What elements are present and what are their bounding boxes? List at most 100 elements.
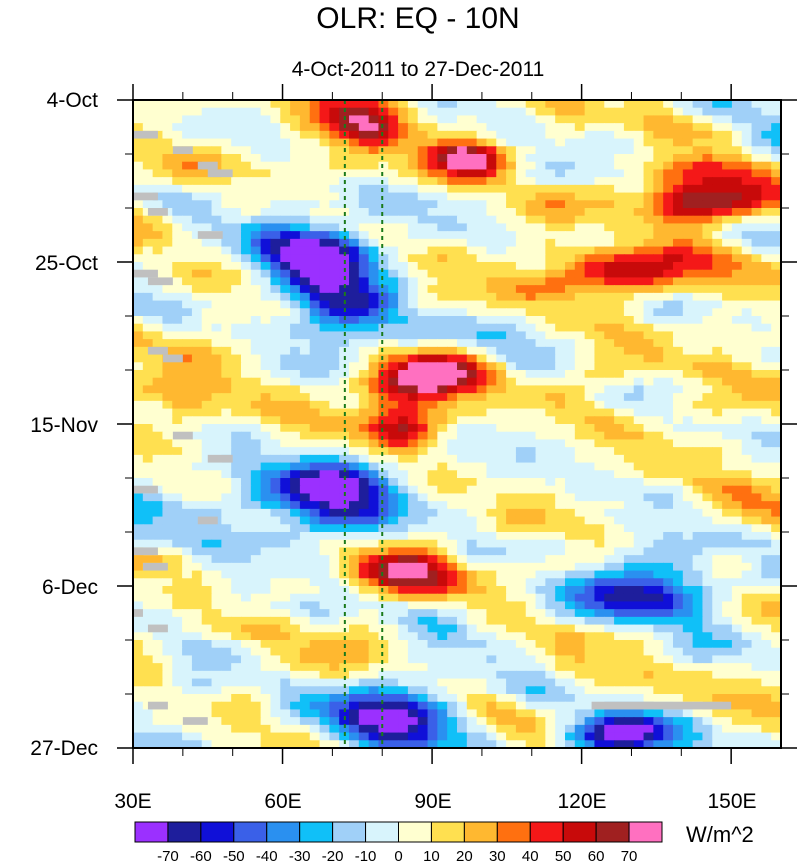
field-cell bbox=[545, 640, 556, 649]
field-cell bbox=[290, 269, 301, 279]
field-cell bbox=[172, 532, 183, 541]
field-cell bbox=[653, 462, 664, 471]
field-cell bbox=[565, 231, 576, 240]
field-cell bbox=[329, 123, 340, 132]
field-cell bbox=[496, 462, 507, 471]
field-cell bbox=[457, 354, 468, 363]
field-cell bbox=[329, 316, 340, 325]
field-cell bbox=[761, 339, 772, 348]
field-cell bbox=[221, 385, 232, 394]
field-cell bbox=[761, 470, 772, 479]
field-cell bbox=[623, 138, 635, 147]
field-cell bbox=[280, 555, 291, 564]
field-cell bbox=[771, 254, 781, 263]
field-cell bbox=[280, 138, 291, 147]
field-cell bbox=[250, 323, 262, 333]
field-cell bbox=[565, 570, 576, 579]
field-cell bbox=[692, 562, 704, 572]
field-cell bbox=[653, 616, 664, 626]
field-cell bbox=[142, 670, 154, 680]
field-cell bbox=[751, 640, 762, 649]
field-cell bbox=[682, 146, 694, 155]
field-cell bbox=[476, 138, 488, 147]
field-cell bbox=[604, 370, 615, 379]
field-cell bbox=[417, 100, 429, 109]
field-cell bbox=[378, 493, 389, 502]
field-cell bbox=[702, 100, 713, 109]
field-cell bbox=[692, 154, 704, 163]
field-cell bbox=[535, 354, 546, 363]
field-cell bbox=[349, 107, 360, 117]
field-cell bbox=[643, 632, 654, 641]
field-cell bbox=[633, 532, 645, 541]
field-cell bbox=[535, 439, 546, 448]
field-cell bbox=[231, 632, 242, 641]
field-cell bbox=[525, 231, 537, 240]
field-cell bbox=[653, 547, 664, 556]
field-cell bbox=[437, 177, 448, 186]
field-cell bbox=[614, 285, 625, 294]
field-cell bbox=[349, 670, 360, 680]
field-cell bbox=[692, 169, 704, 178]
field-cell bbox=[731, 100, 743, 109]
field-cell bbox=[329, 516, 340, 525]
field-cell bbox=[594, 346, 605, 356]
field-cell bbox=[260, 454, 272, 464]
field-cell bbox=[565, 670, 576, 680]
field-cell bbox=[280, 640, 291, 649]
field-cell bbox=[525, 138, 537, 147]
field-cell bbox=[486, 292, 497, 302]
field-cell bbox=[221, 323, 232, 333]
field-cell bbox=[211, 578, 222, 587]
field-cell bbox=[427, 640, 438, 649]
field-cell bbox=[594, 640, 605, 649]
field-cell bbox=[712, 624, 723, 633]
field-cell bbox=[574, 130, 586, 140]
field-cell bbox=[712, 316, 723, 325]
field-cell bbox=[172, 254, 183, 263]
field-cell bbox=[604, 439, 615, 448]
field-cell bbox=[496, 316, 507, 325]
field-cell bbox=[407, 277, 419, 286]
field-cell bbox=[535, 601, 546, 610]
field-cell bbox=[201, 331, 213, 340]
field-cell bbox=[535, 370, 546, 379]
field-cell bbox=[250, 570, 262, 579]
field-cell bbox=[476, 447, 488, 456]
field-cell bbox=[653, 184, 664, 194]
field-cell bbox=[201, 262, 213, 271]
field-cell bbox=[476, 593, 488, 603]
field-cell bbox=[643, 285, 654, 294]
field-cell bbox=[299, 231, 311, 240]
field-cell bbox=[653, 123, 664, 132]
field-cell bbox=[162, 408, 173, 417]
field-cell bbox=[722, 354, 733, 363]
field-cell bbox=[722, 547, 733, 556]
field-cell bbox=[771, 670, 781, 680]
field-cell bbox=[270, 624, 281, 633]
field-cell bbox=[201, 177, 213, 186]
field-cell bbox=[211, 655, 222, 664]
field-cell bbox=[427, 130, 438, 140]
field-cell bbox=[250, 609, 262, 618]
field-cell bbox=[722, 370, 733, 379]
field-cell bbox=[663, 385, 674, 394]
field-cell bbox=[555, 393, 566, 402]
field-cell bbox=[722, 493, 733, 502]
field-cell bbox=[594, 123, 605, 132]
field-cell bbox=[388, 616, 399, 626]
field-cell bbox=[309, 416, 321, 425]
field-cell bbox=[653, 516, 664, 525]
field-cell bbox=[673, 601, 684, 610]
field-cell bbox=[515, 439, 527, 448]
field-cell bbox=[594, 331, 605, 340]
field-cell bbox=[339, 231, 350, 240]
field-cell bbox=[191, 308, 203, 317]
field-cell bbox=[407, 508, 419, 518]
field-cell bbox=[771, 300, 781, 309]
field-cell bbox=[565, 539, 576, 549]
field-cell bbox=[555, 331, 566, 340]
field-cell bbox=[378, 408, 389, 417]
field-cell bbox=[191, 454, 203, 464]
field-cell bbox=[407, 647, 419, 657]
